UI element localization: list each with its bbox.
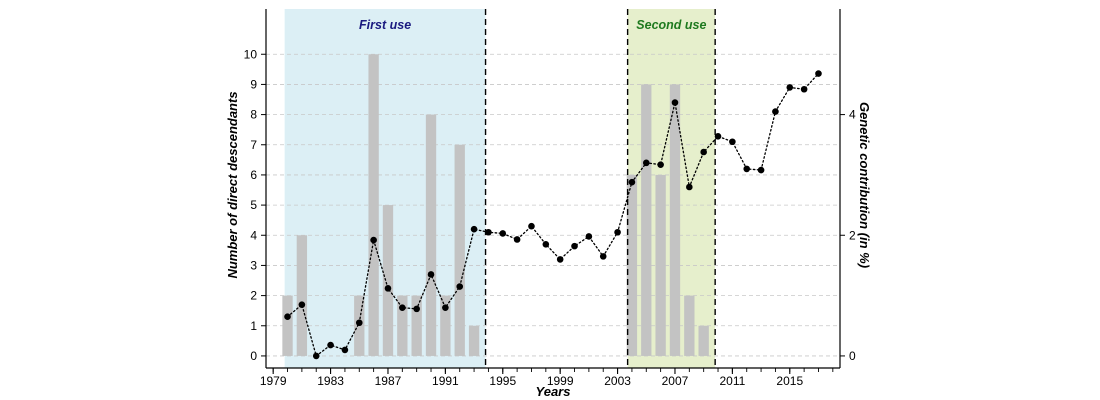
point-2012 [743, 165, 751, 173]
point-1981 [298, 301, 306, 308]
line-layer [284, 70, 822, 360]
x-tick-label-1987: 1987 [375, 374, 402, 388]
y-left-tick-label-5: 5 [250, 198, 257, 212]
point-1999 [556, 256, 564, 263]
bar-2008 [684, 295, 695, 356]
y-axis-right-title: Genetic contribution (in %) [857, 102, 872, 268]
x-axis-title: Years [536, 384, 571, 399]
bar-1981 [296, 235, 308, 356]
bar-1980 [282, 295, 293, 356]
point-2014 [772, 108, 779, 115]
point-1987 [384, 285, 392, 292]
axes-layer: 0 1 2 3 4 5 6 7 8 9 10 0 2 4 1979 1983 1987 1991 1995 1999 2… [244, 9, 856, 388]
point-2016 [800, 85, 808, 93]
point-1993 [470, 225, 478, 233]
y-left-tick-label-10: 10 [244, 47, 258, 61]
bar-1987 [382, 205, 394, 356]
point-2011 [729, 138, 736, 146]
point-1991 [442, 304, 449, 311]
bar-2007 [669, 84, 681, 356]
point-1992 [456, 283, 464, 290]
point-2007 [671, 99, 679, 106]
x-tick-label-2007: 2007 [662, 374, 689, 388]
point-1982 [312, 352, 320, 360]
bar-2004 [626, 174, 638, 356]
point-2002 [599, 253, 607, 260]
y-left-tick-label-6: 6 [250, 168, 257, 182]
bar-1992 [454, 144, 465, 356]
x-tick-label-1991: 1991 [432, 374, 459, 388]
point-2000 [571, 242, 578, 250]
x-tick-label-2015: 2015 [776, 374, 803, 388]
y-left-tick-label-2: 2 [250, 289, 257, 303]
y-left-tick-label-3: 3 [250, 258, 257, 272]
y-left-tick-label-7: 7 [250, 138, 257, 152]
point-1986 [370, 236, 377, 244]
bar-1986 [368, 54, 379, 356]
point-2001 [585, 233, 593, 240]
bar-1993 [468, 325, 480, 356]
y-left-tick-label-4: 4 [250, 228, 257, 242]
point-2017 [815, 70, 822, 77]
band-label-1: Second use [636, 18, 706, 32]
point-2013 [757, 166, 765, 174]
bar-2006 [655, 174, 666, 356]
y-right-tick-label-0: 0 [849, 349, 856, 363]
point-2010 [714, 133, 722, 140]
y-left-tick-label-9: 9 [250, 77, 257, 91]
point-1989 [413, 305, 420, 313]
point-1997 [528, 222, 535, 230]
point-1995 [499, 230, 507, 237]
point-2015 [786, 84, 794, 91]
bars-layer [282, 54, 709, 356]
y-left-tick-label-1: 1 [250, 319, 257, 333]
y-right-tick-label-2: 4 [849, 108, 856, 122]
bar-2005 [641, 84, 652, 356]
x-tick-label-1995: 1995 [489, 374, 516, 388]
point-2003 [614, 228, 621, 236]
point-1998 [542, 241, 550, 248]
point-2005 [642, 159, 650, 167]
x-tick-label-1999: 1999 [547, 374, 574, 388]
y-left-tick-label-0: 0 [250, 349, 257, 363]
point-1990 [427, 271, 435, 278]
point-2006 [657, 161, 664, 168]
bar-1990 [425, 114, 437, 356]
point-1983 [327, 341, 334, 349]
labels-layer: First use Second use [359, 18, 706, 32]
bar-1988 [397, 295, 408, 356]
grid-layer [266, 53, 840, 357]
point-2009 [700, 148, 707, 156]
point-1988 [399, 304, 406, 311]
x-tick-label-1983: 1983 [317, 374, 344, 388]
point-1984 [341, 346, 349, 354]
x-tick-label-2011: 2011 [719, 374, 745, 388]
point-2008 [686, 183, 693, 191]
band-label-0: First use [359, 18, 411, 32]
point-1985 [355, 319, 363, 327]
bar-1989 [411, 295, 422, 356]
point-1996 [513, 236, 521, 243]
y-left-tick-label-8: 8 [250, 108, 257, 122]
y-axis-left-title: Number of direct descendants [225, 91, 240, 278]
point-1980 [284, 313, 291, 321]
point-1994 [485, 228, 492, 236]
y-right-tick-label-1: 2 [849, 228, 856, 242]
bar-1991 [440, 295, 451, 356]
x-tick-label-2003: 2003 [604, 374, 631, 388]
x-tick-label-1979: 1979 [260, 374, 287, 388]
point-2004 [628, 178, 636, 186]
bar-2009 [698, 325, 709, 356]
